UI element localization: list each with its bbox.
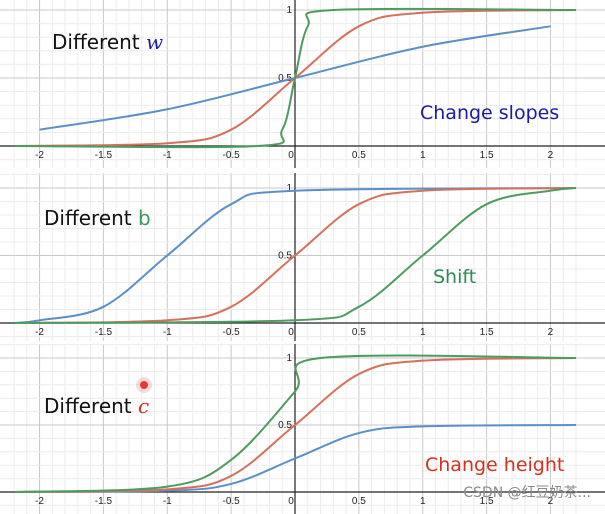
x-tick-label: -2 bbox=[35, 496, 44, 507]
watermark: CSDN @红豆奶茶... bbox=[463, 485, 591, 501]
x-tick-label: 0.5 bbox=[352, 496, 366, 507]
gridlines bbox=[0, 0, 605, 168]
title-variable: w bbox=[146, 30, 164, 54]
x-tick-label: 1.5 bbox=[480, 496, 494, 507]
series-line-3 bbox=[13, 187, 577, 324]
y-tick-label: 0.5 bbox=[278, 73, 292, 84]
x-tick-label: 0 bbox=[288, 496, 294, 507]
chart-panel-w: -2 -1.5 -1 -0.5 0 0.5 1 1.5 2 0.5 1 Different w Ch… bbox=[0, 0, 605, 168]
x-tick-label: -0.5 bbox=[223, 150, 241, 161]
series-line-2 bbox=[13, 357, 577, 493]
x-tick-label: 1 bbox=[420, 496, 426, 507]
x-tick-label: 1 bbox=[420, 150, 426, 161]
x-tick-label: 1.5 bbox=[480, 327, 494, 338]
y-tick-label: 1 bbox=[286, 5, 292, 16]
title-prefix: Different bbox=[44, 206, 139, 230]
series-line-1 bbox=[13, 187, 577, 324]
series-line-3 bbox=[13, 7, 577, 149]
x-tick-label: 2 bbox=[548, 327, 554, 338]
x-tick-label: -0.5 bbox=[223, 496, 241, 507]
x-tick-label: 1 bbox=[420, 327, 426, 338]
x-tick-label: -1.5 bbox=[95, 150, 113, 161]
x-tick-label: 2 bbox=[548, 150, 554, 161]
x-tick-label: -1.5 bbox=[95, 496, 113, 507]
x-tick-label: -1 bbox=[163, 327, 172, 338]
title-prefix: Different bbox=[44, 394, 139, 418]
title-prefix: Different bbox=[52, 30, 147, 54]
chart-plot-w: -2 -1.5 -1 -0.5 0 0.5 1 1.5 2 0.5 1 bbox=[0, 0, 605, 168]
x-tick-label: 1.5 bbox=[480, 150, 494, 161]
series-line-2 bbox=[13, 187, 577, 324]
pointer-cursor bbox=[140, 381, 148, 389]
title-variable: c bbox=[138, 394, 150, 418]
panel-title-b: Different b bbox=[44, 206, 151, 230]
x-tick-label: -1 bbox=[163, 496, 172, 507]
annotation-change-height: Change height bbox=[425, 454, 565, 476]
x-tick-label: 0.5 bbox=[352, 327, 366, 338]
x-tick-label: -0.5 bbox=[223, 327, 241, 338]
gridlines bbox=[0, 173, 605, 341]
series-line-3 bbox=[13, 354, 577, 493]
annotation-change-slopes: Change slopes bbox=[420, 102, 560, 124]
annotation-shift: Shift bbox=[433, 266, 477, 288]
x-tick-label: 2 bbox=[548, 496, 554, 507]
x-tick-label: -1.5 bbox=[95, 327, 113, 338]
x-tick-label: -1 bbox=[163, 150, 172, 161]
title-variable: b bbox=[138, 206, 151, 230]
y-tick-label: 1 bbox=[286, 353, 292, 364]
chart-panel-b: -2 -1.5 -1 -0.5 0 0.5 1 1.5 2 0.5 1 Different b Sh… bbox=[0, 173, 605, 341]
y-tick-label: 1 bbox=[286, 183, 292, 194]
chart-plot-b: -2 -1.5 -1 -0.5 0 0.5 1 1.5 2 0.5 1 bbox=[0, 173, 605, 341]
y-tick-label: 0.5 bbox=[278, 251, 292, 262]
panel-title-w: Different w bbox=[52, 30, 163, 54]
chart-panel-c: -2 -1.5 -1 -0.5 0 0.5 1 1.5 2 0.5 1 Different c Ch… bbox=[0, 344, 605, 514]
chart-plot-c: -2 -1.5 -1 -0.5 0 0.5 1 1.5 2 0.5 1 bbox=[0, 344, 605, 514]
x-tick-label: 0.5 bbox=[352, 150, 366, 161]
panel-title-c: Different c bbox=[44, 394, 149, 418]
x-tick-label: 0 bbox=[288, 150, 294, 161]
x-tick-label: -2 bbox=[35, 327, 44, 338]
x-tick-label: 0 bbox=[288, 327, 294, 338]
y-tick-label: 0.5 bbox=[278, 420, 292, 431]
x-tick-label: -2 bbox=[35, 150, 44, 161]
